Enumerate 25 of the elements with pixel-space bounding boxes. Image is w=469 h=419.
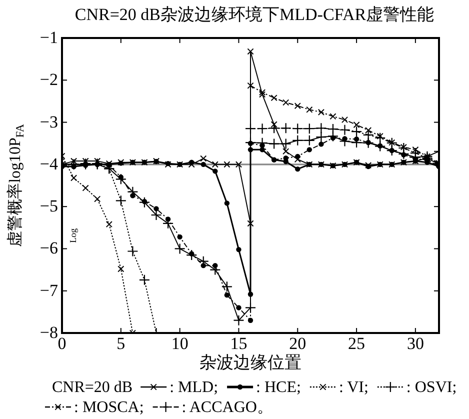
legend-label: : MLD;	[170, 379, 218, 396]
x-tick-label: 20	[289, 334, 306, 353]
y-tick-label: −4	[40, 154, 58, 174]
x-axis-title: 杂波边缘位置	[200, 353, 302, 372]
y-tick-label: −5	[40, 196, 58, 216]
x-tick-label: 5	[116, 334, 126, 353]
legend-label: : HCE;	[256, 379, 301, 396]
legend-label: : OSVI;	[406, 379, 457, 396]
x-tick-label: 0	[58, 334, 66, 353]
y-tick-label: −2	[40, 70, 58, 90]
annotation: Log	[68, 228, 78, 243]
legend-label: : MOSCA;	[74, 399, 144, 416]
legend-label: : VI;	[338, 379, 368, 396]
y-tick-label: −1	[40, 28, 58, 47]
x-tick-label: 30	[406, 334, 424, 353]
legend-label: : ACCAGO。	[182, 399, 273, 416]
y-tick-label: −7	[40, 280, 58, 300]
legend-title: CNR=20 dB	[52, 379, 133, 396]
x-tick-label: 25	[348, 334, 366, 353]
y-tick-label: −3	[40, 112, 58, 132]
chart-title: CNR=20 dB杂波边缘环境下MLD-CFAR虚警性能	[74, 5, 434, 24]
x-tick-label: 10	[171, 334, 188, 353]
y-tick-label: −6	[40, 238, 58, 258]
y-tick-label: −8	[40, 323, 58, 342]
x-tick-label: 15	[230, 334, 248, 353]
